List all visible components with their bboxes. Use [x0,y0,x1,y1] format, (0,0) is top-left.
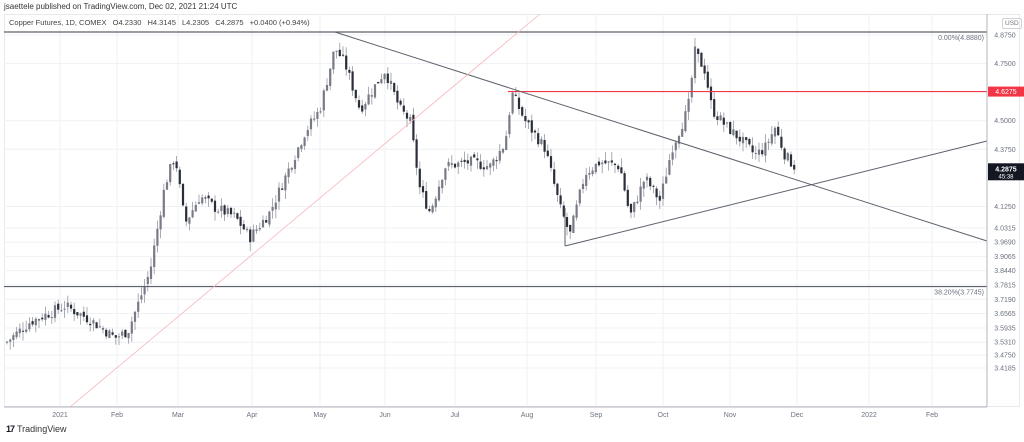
bar-countdown: 45:38 [998,174,1014,180]
drawings: 0.00%(4.8880) 38.20%(3.7745) [4,13,988,408]
currency-badge[interactable]: USD [1002,18,1022,29]
ascending-trendline [564,140,988,247]
price-tick: 3.4750 [994,353,1016,360]
ohlc-close: C4.2875 [215,18,244,27]
time-tick: Mar [172,412,185,419]
time-tick: Jun [379,412,390,419]
price-tick: 3.5935 [994,325,1016,332]
descending-trendline [334,31,988,242]
price-tick: 3.5310 [994,340,1016,347]
time-tick: Sep [590,412,603,419]
price-tick: 3.6565 [994,311,1016,318]
support-trendline [69,13,541,408]
candles [5,37,796,350]
price-tick: 4.8750 [994,33,1016,40]
last-price-label: 4.2875 [995,166,1017,173]
ohlc-low: L4.2305 [181,18,210,27]
price-tick: 3.9065 [994,254,1016,261]
time-tick: 2022 [861,412,877,419]
price-tick: 4.7500 [994,61,1016,68]
time-tick: Oct [658,412,669,419]
time-axis: 2021 Feb Mar Apr May Jun Jul Aug Sep Oct Nov Dec 202… [52,412,938,419]
price-tick: 4.1250 [994,204,1016,211]
time-tick: Apr [247,412,259,419]
publish-line: jsaettele published on TradingView.com, … [4,2,238,11]
price-tick: 4.5000 [994,118,1016,125]
resistance-price-label: 4.6275 [995,89,1017,96]
symbol-name[interactable]: Copper Futures, 1D, COMEX [9,18,107,27]
ohlc-open: O4.2330 [112,18,142,27]
time-tick: Nov [724,412,737,419]
time-tick: Jul [451,412,460,419]
price-tick: 3.9690 [994,240,1016,247]
tradingview-mark-icon: 17 [6,424,15,434]
fib-0-label: 0.00%(4.8880) [938,35,984,42]
symbol-legend: Copper Futures, 1D, COMEX O4.2330 H4.314… [9,18,314,27]
time-tick: Dec [791,412,804,419]
price-tick: 3.7815 [994,282,1016,289]
time-tick: May [313,412,327,419]
fib-382-label: 38.20%(3.7745) [934,290,984,297]
time-tick: Feb [111,412,123,419]
ohlc-high: H4.3145 [147,18,176,27]
price-tick: 4.3750 [994,147,1016,154]
tradingview-logo[interactable]: 17 TradingView [6,424,67,434]
price-tick: 3.7190 [994,297,1016,304]
tradingview-brand: TradingView [17,424,67,434]
time-tick: Aug [521,412,534,419]
time-tick: Feb [926,412,938,419]
price-tick: 4.0315 [994,225,1016,232]
price-tick: 3.4185 [994,365,1016,372]
time-tick: 2021 [52,412,68,419]
price-axis: 4.8750 4.7500 4.5000 4.3750 4.1250 4.0315 3.96… [994,33,1016,373]
price-tick: 3.8440 [994,268,1016,275]
gridlines [4,14,987,407]
ohlc-change: +0.0400 (+0.94%) [249,18,310,27]
